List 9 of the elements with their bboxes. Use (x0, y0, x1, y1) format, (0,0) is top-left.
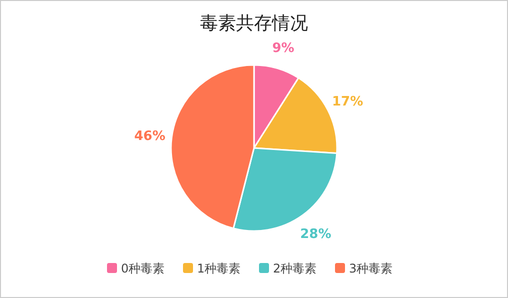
legend-label: 2种毒素 (273, 262, 317, 276)
data-label: 28% (300, 226, 332, 242)
data-label: 17% (332, 94, 364, 110)
data-label: 9% (272, 41, 294, 56)
legend-label: 0种毒素 (121, 262, 165, 276)
legend-label: 1种毒素 (197, 262, 241, 276)
legend-label: 3种毒素 (349, 262, 393, 276)
data-label: 46% (134, 128, 166, 144)
chart-title: 毒素共存情况 (200, 13, 308, 34)
